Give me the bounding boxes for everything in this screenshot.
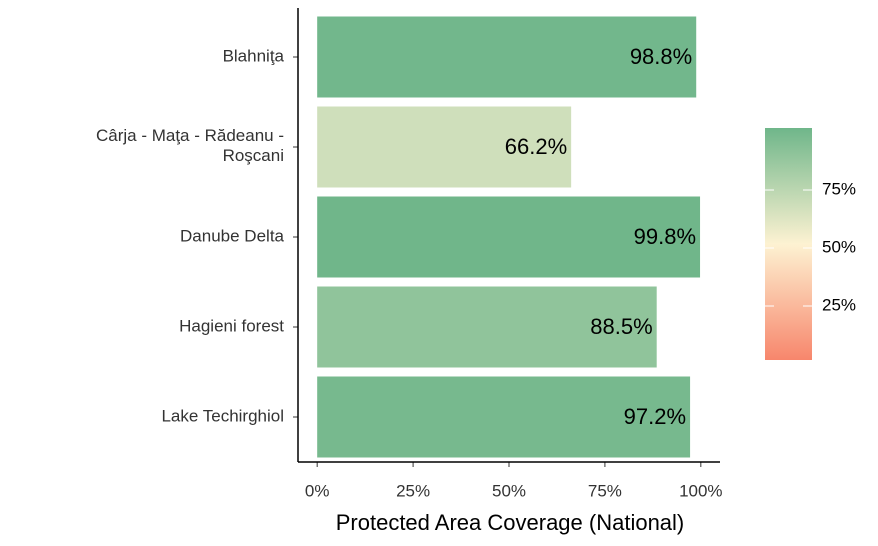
value-label: 66.2%	[505, 134, 567, 159]
colorbar-label: 50%	[822, 237, 856, 256]
bar	[317, 376, 691, 458]
value-label: 98.8%	[630, 44, 692, 69]
x-tick-label: 75%	[588, 481, 622, 500]
y-tick-label: Danube Delta	[180, 226, 285, 245]
colorbar	[765, 128, 812, 360]
value-label: 88.5%	[590, 314, 652, 339]
bar	[317, 196, 701, 278]
colorbar-label: 25%	[822, 295, 856, 314]
x-tick-label: 25%	[396, 481, 430, 500]
x-tick-label: 100%	[679, 481, 722, 500]
value-label: 99.8%	[634, 224, 696, 249]
y-tick-label: Blahniţa	[223, 46, 285, 65]
x-axis-title: Protected Area Coverage (National)	[336, 510, 685, 535]
y-tick-label: Cârja - Maţa - Rădeanu -Roşcani	[96, 126, 284, 165]
value-label: 97.2%	[624, 404, 686, 429]
y-tick-label: Hagieni forest	[179, 316, 284, 335]
x-tick-label: 0%	[305, 481, 330, 500]
bar	[317, 106, 572, 188]
bar	[317, 286, 657, 368]
colorbar-label: 75%	[822, 179, 856, 198]
bar	[317, 16, 697, 98]
y-tick-label: Lake Techirghiol	[161, 406, 284, 425]
x-tick-label: 50%	[492, 481, 526, 500]
